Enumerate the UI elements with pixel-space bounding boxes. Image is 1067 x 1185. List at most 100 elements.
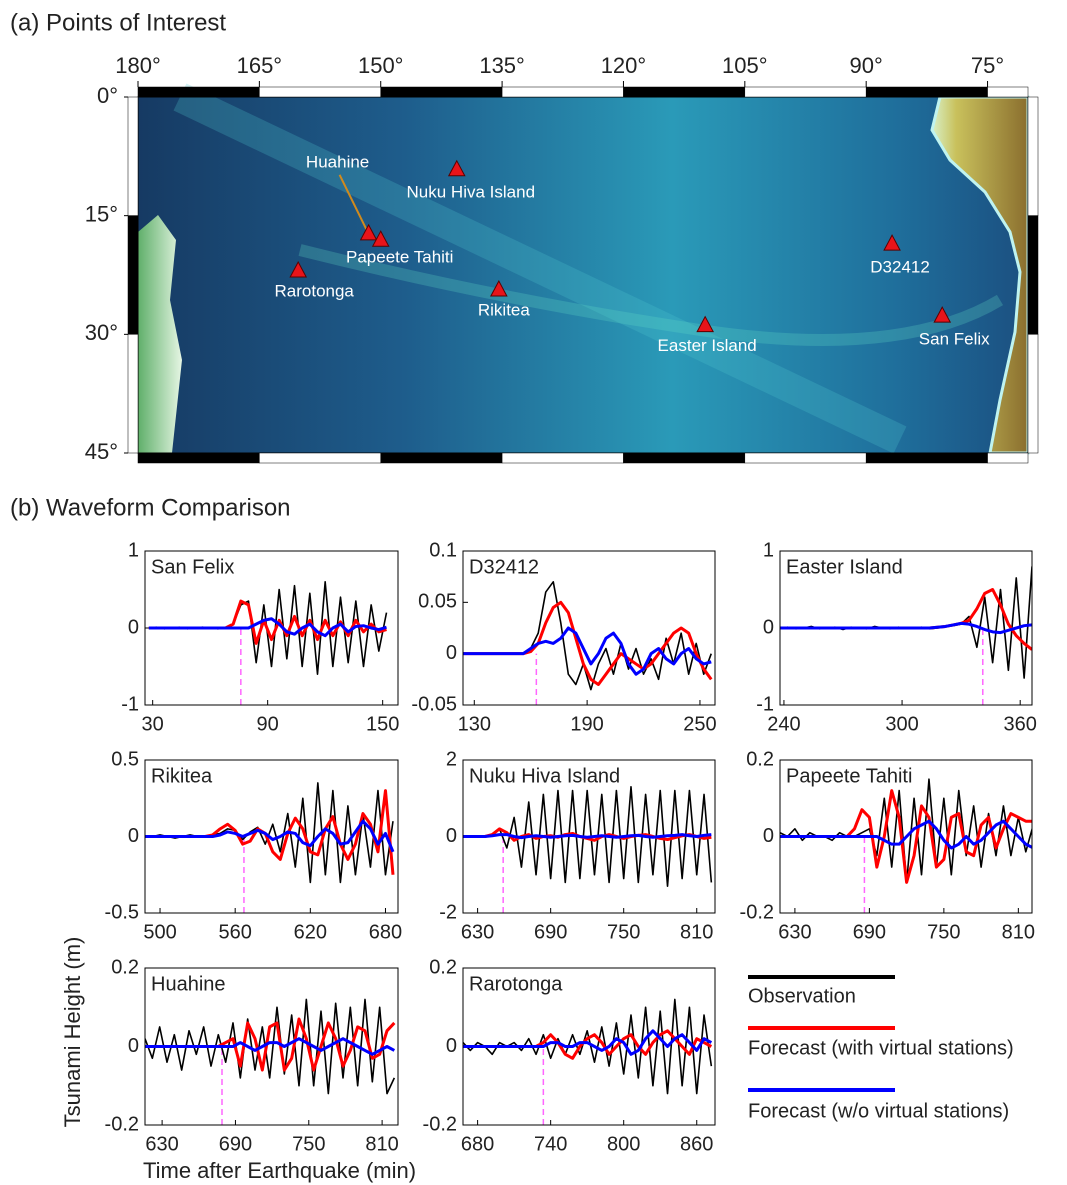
x-tick-label: 90	[257, 713, 279, 735]
x-axis-label: Time after Earthquake (min)	[143, 1158, 416, 1183]
legend-label: Forecast (w/o virtual stations)	[748, 1100, 1009, 1122]
y-tick-label: -0.2	[105, 1113, 139, 1135]
x-tick-label: 800	[607, 1133, 640, 1155]
x-tick-label: 750	[607, 921, 640, 943]
frame-band	[128, 334, 138, 453]
x-tick-label: 750	[927, 921, 960, 943]
map-title: (a) Points of Interest	[10, 9, 226, 36]
x-tick-label: 680	[461, 1133, 494, 1155]
y-tick-label: 0.2	[429, 956, 457, 978]
panel-title: Rarotonga	[469, 973, 563, 995]
y-tick-label: 0.5	[111, 748, 139, 770]
y-tick-label: 45°	[85, 439, 118, 464]
y-tick-label: -0.2	[423, 1113, 457, 1135]
x-tick-label: 250	[683, 713, 716, 735]
x-tick-label: 560	[218, 921, 251, 943]
x-tick-label: 500	[143, 921, 176, 943]
y-tick-label: 0.05	[418, 591, 457, 613]
legend-label: Forecast (with virtual stations)	[748, 1037, 1014, 1059]
y-tick-label: 0	[763, 616, 774, 638]
y-tick-label: 0°	[97, 83, 118, 108]
frame-band	[381, 453, 502, 463]
y-tick-label: -0.5	[105, 901, 139, 923]
station-label: Papeete Tahiti	[346, 248, 453, 267]
frame-band	[381, 87, 502, 97]
y-tick-label: -1	[756, 693, 774, 715]
x-tick-label: 810	[1002, 921, 1035, 943]
x-tick-label: 105°	[722, 53, 768, 78]
x-tick-label: 630	[778, 921, 811, 943]
frame-band	[138, 453, 259, 463]
x-tick-label: 810	[680, 921, 713, 943]
frame-band	[1028, 334, 1038, 453]
y-tick-label: -1	[121, 693, 139, 715]
section-title: (b) Waveform Comparison	[10, 494, 291, 521]
station-label: Huahine	[306, 152, 369, 171]
y-tick-label: 0	[763, 825, 774, 847]
station-label: Rikitea	[478, 301, 531, 320]
frame-band	[623, 87, 744, 97]
panel-title: San Felix	[151, 556, 234, 578]
x-tick-label: 690	[853, 921, 886, 943]
y-tick-label: 0	[446, 1035, 457, 1057]
x-tick-label: 620	[294, 921, 327, 943]
y-tick-label: 0	[446, 642, 457, 664]
y-tick-label: 15°	[85, 201, 118, 226]
frame-band	[128, 216, 138, 335]
y-tick-label: 0.2	[746, 748, 774, 770]
figure: (a) Points of Interest Observation Forec…	[0, 0, 1067, 1185]
frame-band	[502, 87, 623, 97]
x-tick-label: 860	[680, 1133, 713, 1155]
y-tick-label: -0.2	[740, 901, 774, 923]
frame-band	[259, 453, 380, 463]
x-tick-label: 740	[534, 1133, 567, 1155]
frame-band	[259, 87, 380, 97]
y-tick-label: -2	[439, 901, 457, 923]
station-label: Rarotonga	[275, 282, 355, 301]
x-tick-label: 180°	[115, 53, 161, 78]
frame-band	[1028, 97, 1038, 216]
y-tick-label: 0	[128, 825, 139, 847]
y-axis-label: Tsunami Height (m)	[60, 937, 85, 1128]
x-tick-label: 150	[366, 713, 399, 735]
x-tick-label: 165°	[237, 53, 283, 78]
x-tick-label: 150°	[358, 53, 404, 78]
frame-band	[988, 453, 1028, 463]
x-tick-label: 30	[142, 713, 164, 735]
frame-band	[502, 453, 623, 463]
frame-band	[866, 87, 987, 97]
frame-band	[745, 87, 866, 97]
y-tick-label: 0	[446, 825, 457, 847]
x-tick-label: 135°	[479, 53, 525, 78]
x-tick-label: 690	[534, 921, 567, 943]
x-tick-label: 75°	[971, 53, 1004, 78]
y-tick-label: 1	[128, 539, 139, 561]
frame-band	[1028, 216, 1038, 335]
x-tick-label: 750	[292, 1133, 325, 1155]
panel-title: Rikitea	[151, 765, 213, 787]
y-tick-label: 0	[128, 1035, 139, 1057]
panel-title: D32412	[469, 556, 539, 578]
y-tick-label: 0.2	[111, 956, 139, 978]
panel-title: Huahine	[151, 973, 226, 995]
x-tick-label: 300	[885, 713, 918, 735]
frame-band	[623, 453, 744, 463]
y-tick-label: 30°	[85, 320, 118, 345]
x-tick-label: 190	[570, 713, 603, 735]
y-tick-label: 1	[763, 539, 774, 561]
legend-label: Observation	[748, 985, 856, 1007]
y-tick-label: 2	[446, 748, 457, 770]
station-label: Easter Island	[658, 336, 757, 355]
station-label: Nuku Hiva Island	[407, 182, 536, 201]
panel-title: Easter Island	[786, 556, 903, 578]
frame-band	[988, 87, 1028, 97]
x-tick-label: 630	[461, 921, 494, 943]
x-tick-label: 360	[1004, 713, 1037, 735]
x-tick-label: 680	[369, 921, 402, 943]
x-tick-label: 630	[145, 1133, 178, 1155]
station-label: D32412	[870, 258, 930, 277]
station-label: San Felix	[919, 330, 990, 349]
x-tick-label: 240	[767, 713, 800, 735]
x-tick-label: 810	[365, 1133, 398, 1155]
y-tick-label: 0	[128, 616, 139, 638]
